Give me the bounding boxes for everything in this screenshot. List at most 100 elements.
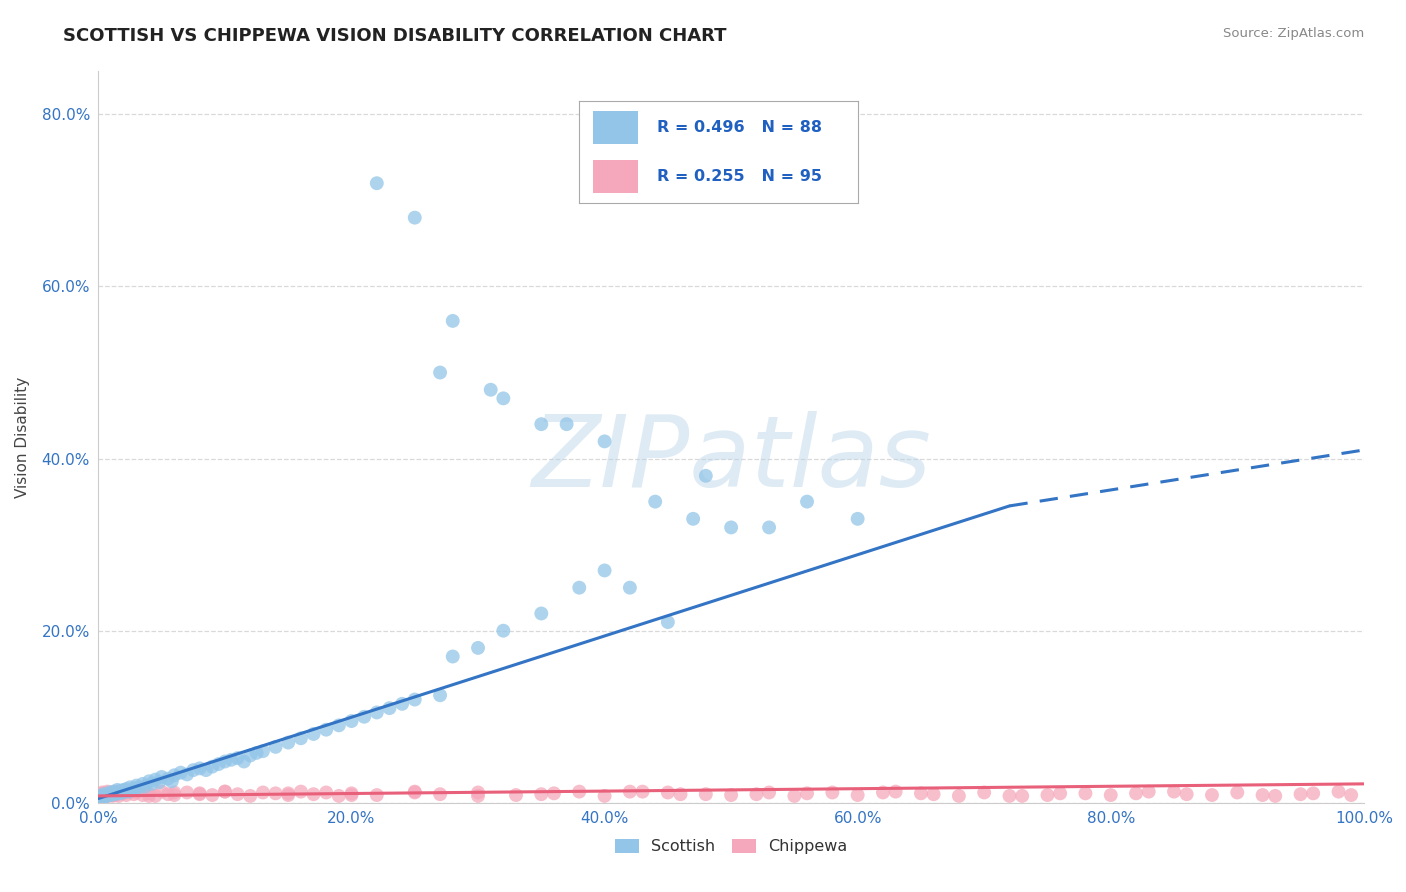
Point <box>150 784 173 798</box>
Point <box>93 787 115 801</box>
Point <box>619 581 641 595</box>
Point <box>163 785 186 799</box>
Point <box>157 787 180 801</box>
Point <box>94 788 117 802</box>
Point <box>91 790 114 805</box>
Point <box>150 770 173 784</box>
Point <box>105 784 128 798</box>
Point <box>429 366 451 380</box>
Point <box>998 789 1021 803</box>
Point <box>107 784 129 798</box>
Point <box>112 786 135 800</box>
Point <box>107 783 129 797</box>
Point <box>1201 788 1223 802</box>
Point <box>96 784 118 798</box>
Point <box>101 789 124 803</box>
Point <box>201 788 224 802</box>
Point <box>214 784 236 798</box>
Point <box>176 785 198 799</box>
Point <box>290 731 312 746</box>
Point <box>118 784 141 798</box>
Point <box>353 710 375 724</box>
Point <box>132 777 155 791</box>
Point <box>112 783 135 797</box>
Point <box>530 417 553 432</box>
Point <box>1289 787 1312 801</box>
Point <box>98 788 121 802</box>
Point <box>141 777 163 791</box>
Point <box>631 784 654 798</box>
Point <box>277 788 299 802</box>
Point <box>328 718 350 732</box>
Point <box>233 755 256 769</box>
Point <box>657 785 679 799</box>
Point <box>110 785 132 799</box>
Point <box>214 755 236 769</box>
Point <box>315 785 337 799</box>
Point <box>101 786 124 800</box>
Point <box>378 701 401 715</box>
Text: ZIPatlas: ZIPatlas <box>531 410 931 508</box>
Point <box>1011 789 1033 803</box>
Point <box>194 763 218 777</box>
Y-axis label: Vision Disability: Vision Disability <box>15 376 31 498</box>
Legend: Scottish, Chippewa: Scottish, Chippewa <box>609 832 853 861</box>
Point <box>239 789 262 803</box>
Point <box>505 788 527 802</box>
Point <box>110 783 132 797</box>
Point <box>441 314 464 328</box>
Point <box>302 727 325 741</box>
Point <box>530 787 553 801</box>
Point <box>973 785 995 799</box>
Point <box>134 780 156 794</box>
Point <box>219 753 243 767</box>
Point <box>104 787 127 801</box>
Point <box>160 774 183 789</box>
Point <box>103 784 125 798</box>
Point <box>796 494 818 508</box>
Point <box>188 761 211 775</box>
Point <box>239 748 262 763</box>
Point <box>1074 786 1097 800</box>
Point <box>290 784 312 798</box>
Point <box>125 779 148 793</box>
Point <box>758 785 780 799</box>
Point <box>568 581 591 595</box>
Point <box>593 434 616 449</box>
Point <box>169 765 191 780</box>
Point <box>593 564 616 578</box>
Point <box>163 788 186 802</box>
Point <box>115 782 138 797</box>
Point <box>429 688 451 702</box>
Point <box>120 780 141 795</box>
Point <box>176 767 198 781</box>
Point <box>1302 786 1324 800</box>
Point <box>302 787 325 801</box>
Point <box>783 789 806 803</box>
Point <box>91 785 114 799</box>
Point <box>124 781 146 796</box>
Point <box>884 784 907 798</box>
Point <box>467 785 489 799</box>
Text: SCOTTISH VS CHIPPEWA VISION DISABILITY CORRELATION CHART: SCOTTISH VS CHIPPEWA VISION DISABILITY C… <box>63 27 727 45</box>
Point <box>910 786 932 800</box>
Point <box>90 789 112 803</box>
Point <box>93 786 117 800</box>
Point <box>97 787 120 801</box>
Point <box>100 785 122 799</box>
Point <box>1163 784 1185 798</box>
Point <box>404 784 426 798</box>
Point <box>208 757 231 772</box>
Point <box>467 640 489 655</box>
Point <box>89 791 111 805</box>
Point <box>492 392 515 406</box>
Point <box>252 744 274 758</box>
Point <box>121 783 143 797</box>
Point <box>391 697 413 711</box>
Point <box>1264 789 1286 803</box>
Point <box>1251 788 1274 802</box>
Point <box>132 788 155 802</box>
Point <box>682 512 704 526</box>
Point <box>145 789 166 803</box>
Point <box>188 786 211 800</box>
